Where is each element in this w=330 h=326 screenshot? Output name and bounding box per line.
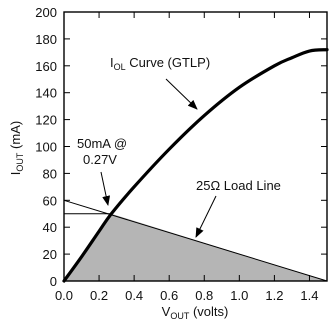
x-tick-label: 0.0	[55, 288, 73, 303]
y-tick-label: 100	[35, 140, 57, 155]
iol-curve-arrow	[165, 78, 198, 110]
load-line-annotation: 25Ω Load Line	[196, 178, 281, 193]
y-tick-label: 0	[50, 274, 57, 289]
load-line-arrow	[195, 195, 217, 238]
x-tick-label: 1.4	[300, 288, 318, 303]
y-tick-label: 20	[43, 247, 57, 262]
y-tick-label: 160	[35, 59, 57, 74]
iol-curve-annotation: IOL Curve (GTLP)	[110, 55, 210, 72]
y-axis-title: IOUT (mA)	[8, 121, 25, 175]
shaded-region	[64, 213, 327, 281]
iol-curve-line	[62, 48, 329, 283]
x-axis-title: VOUT (volts)	[162, 304, 229, 321]
x-tick-label: 1.0	[230, 288, 248, 303]
operating-point-annotation-line2: 0.27V	[83, 152, 117, 167]
y-tick-label: 200	[35, 5, 57, 20]
y-tick-label: 120	[35, 113, 57, 128]
x-tick-label: 0.6	[160, 288, 178, 303]
y-tick-label: 80	[43, 166, 57, 181]
x-tick-label: 0.2	[90, 288, 108, 303]
x-tick-label: 0.8	[195, 288, 213, 303]
y-tick-label: 60	[43, 193, 57, 208]
y-tick-label: 40	[43, 220, 57, 235]
y-tick-label: 180	[35, 32, 57, 47]
x-tick-label: 1.2	[265, 288, 283, 303]
y-tick-label: 140	[35, 86, 57, 101]
x-tick-label: 0.4	[125, 288, 143, 303]
operating-point-arrow	[100, 171, 111, 206]
operating-point-annotation-line1: 50mA @	[77, 136, 127, 151]
